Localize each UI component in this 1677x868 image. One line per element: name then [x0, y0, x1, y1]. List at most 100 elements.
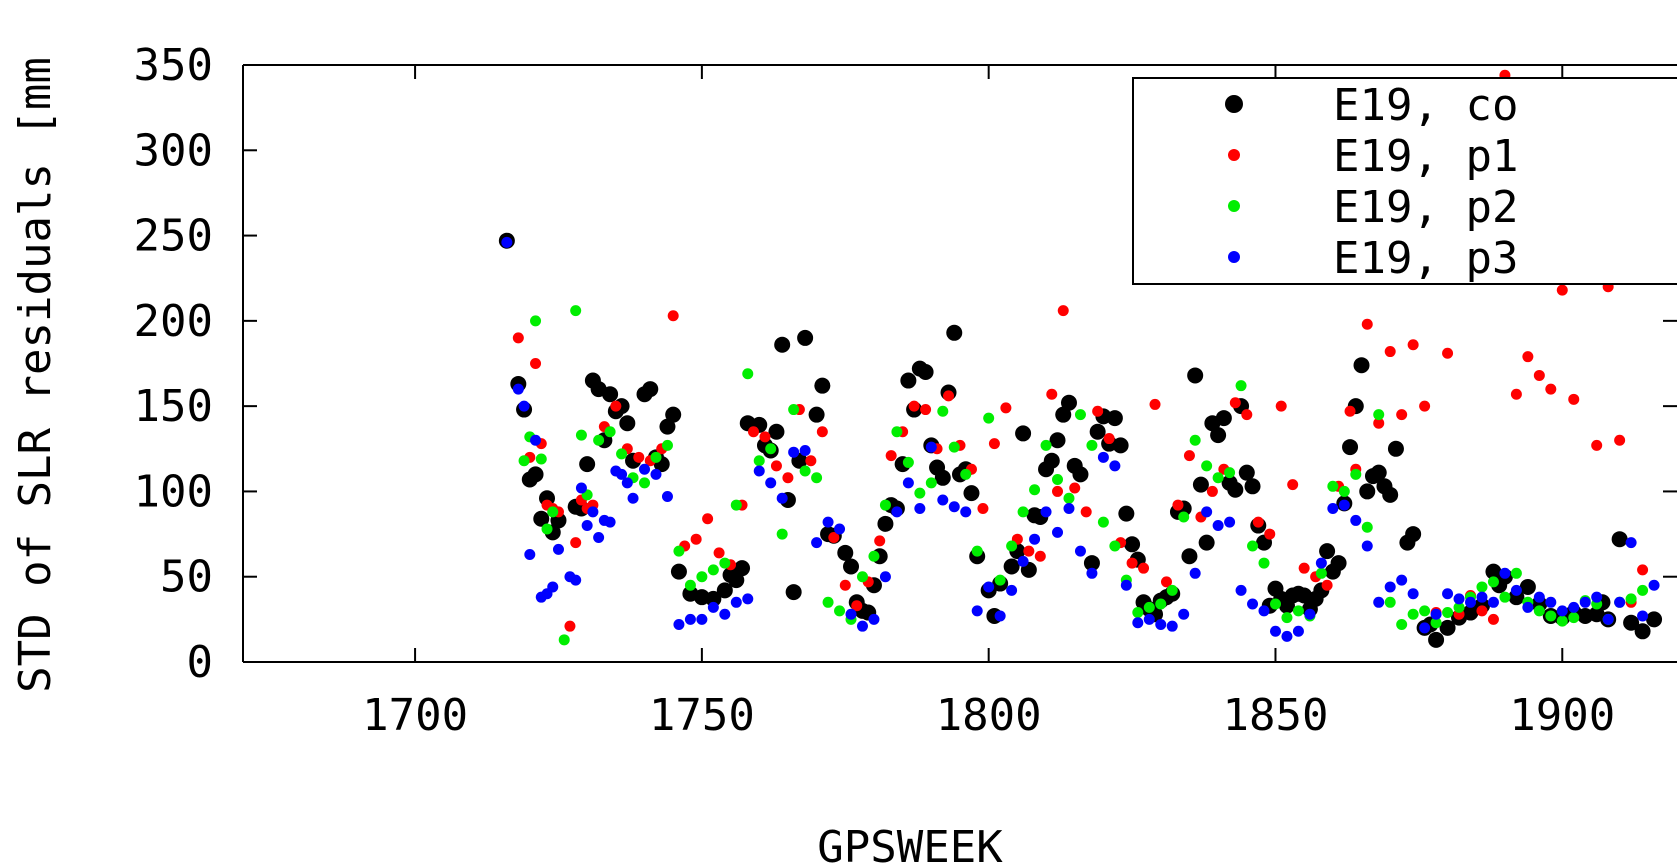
data-point-series-2 [1556, 284, 1568, 296]
data-point-series-3 [1533, 605, 1545, 617]
data-point-series-3 [1476, 581, 1488, 593]
data-point-series-2 [1419, 400, 1431, 412]
data-point-series-1 [1055, 406, 1072, 423]
data-point-series-3 [914, 487, 926, 499]
data-point-series-3 [1166, 584, 1178, 596]
data-point-series-2 [1138, 562, 1150, 574]
data-point-series-3 [1097, 516, 1109, 528]
data-point-series-3 [960, 468, 972, 480]
data-point-series-3 [1350, 468, 1362, 480]
data-point-series-3 [558, 634, 570, 646]
data-point-series-3 [1430, 617, 1442, 629]
data-point-series-4 [1155, 618, 1167, 630]
data-point-series-3 [1568, 612, 1580, 624]
data-point-series-2 [1183, 450, 1195, 462]
data-point-series-3 [1442, 607, 1454, 619]
data-point-series-2 [1052, 485, 1064, 497]
data-point-series-4 [834, 523, 846, 535]
plot-frame [242, 64, 1677, 663]
data-point-series-3 [1384, 596, 1396, 608]
data-point-series-3 [1292, 605, 1304, 617]
y-tick-label: 100 [134, 466, 213, 517]
data-point-series-2 [1275, 400, 1287, 412]
data-point-series-3 [684, 579, 696, 591]
data-point-series-2 [1241, 409, 1253, 421]
data-point-series-2 [1206, 485, 1218, 497]
data-point-series-1 [1210, 427, 1227, 444]
data-point-series-4 [1017, 555, 1029, 567]
data-point-series-4 [1419, 622, 1431, 634]
data-point-series-1 [670, 563, 687, 580]
data-point-series-2 [1092, 405, 1104, 417]
data-point-series-2 [1442, 347, 1454, 359]
data-point-series-1 [963, 485, 980, 502]
legend-marker [1228, 251, 1240, 263]
data-point-series-3 [948, 441, 960, 453]
data-point-series-2 [564, 620, 576, 632]
data-point-series-4 [730, 596, 742, 608]
x-tick-label: 1800 [936, 690, 1042, 741]
data-point-series-3 [1143, 601, 1155, 613]
data-point-series-1 [1634, 623, 1651, 640]
data-point-series-4 [811, 537, 823, 549]
data-point-series-2 [1080, 506, 1092, 518]
data-point-series-4 [530, 434, 542, 446]
data-point-series-1 [1043, 452, 1060, 469]
data-point-series-1 [665, 406, 682, 423]
data-point-series-1 [1428, 631, 1445, 648]
data-point-series-2 [1361, 318, 1373, 330]
data-point-series-2 [1384, 346, 1396, 358]
data-point-series-4 [684, 613, 696, 625]
data-point-series-4 [765, 477, 777, 489]
data-point-series-1 [1370, 464, 1387, 481]
data-point-series-2 [839, 579, 851, 591]
data-point-series-2 [1637, 564, 1649, 576]
data-point-series-4 [1648, 579, 1660, 591]
data-point-series-1 [1106, 410, 1123, 427]
data-point-series-4 [1407, 588, 1419, 600]
data-point-series-2 [1476, 605, 1488, 617]
data-point-series-1 [1319, 543, 1336, 560]
y-tick-label: 200 [134, 296, 213, 347]
data-point-series-3 [983, 412, 995, 424]
data-point-series-4 [621, 477, 633, 489]
data-point-series-2 [1252, 516, 1264, 528]
data-point-series-4 [661, 491, 673, 503]
data-point-series-4 [1442, 588, 1454, 600]
data-point-series-2 [1149, 398, 1161, 410]
data-point-series-4 [604, 516, 616, 528]
data-point-series-3 [673, 545, 685, 557]
data-point-series-2 [1373, 417, 1385, 429]
data-point-series-3 [1052, 473, 1064, 485]
data-point-series-3 [776, 528, 788, 540]
data-point-series-3 [1235, 380, 1247, 392]
data-point-series-4 [753, 465, 765, 477]
data-point-series-4 [1510, 584, 1522, 596]
data-point-series-4 [799, 444, 811, 456]
data-point-series-1 [1439, 619, 1456, 636]
data-point-series-4 [1476, 591, 1488, 603]
data-point-series-4 [1109, 460, 1121, 472]
data-point-series-3 [518, 455, 530, 467]
data-point-series-2 [1160, 576, 1172, 588]
data-point-series-2 [1069, 482, 1081, 494]
data-point-series-3 [937, 405, 949, 417]
data-point-series-3 [1625, 593, 1637, 605]
legend-box [1132, 77, 1677, 285]
data-point-series-3 [696, 571, 708, 583]
data-point-series-1 [1353, 357, 1370, 374]
data-point-series-4 [1292, 625, 1304, 637]
data-point-series-4 [1465, 596, 1477, 608]
data-point-series-3 [1212, 472, 1224, 484]
data-point-series-4 [1487, 596, 1499, 608]
data-point-series-2 [943, 390, 955, 402]
data-point-series-3 [1132, 607, 1144, 619]
data-point-series-3 [570, 305, 582, 317]
data-point-series-4 [971, 605, 983, 617]
data-point-series-4 [822, 516, 834, 528]
data-point-series-2 [770, 460, 782, 472]
data-point-series-4 [937, 494, 949, 506]
data-point-series-4 [856, 620, 868, 632]
data-point-series-3 [1315, 567, 1327, 579]
